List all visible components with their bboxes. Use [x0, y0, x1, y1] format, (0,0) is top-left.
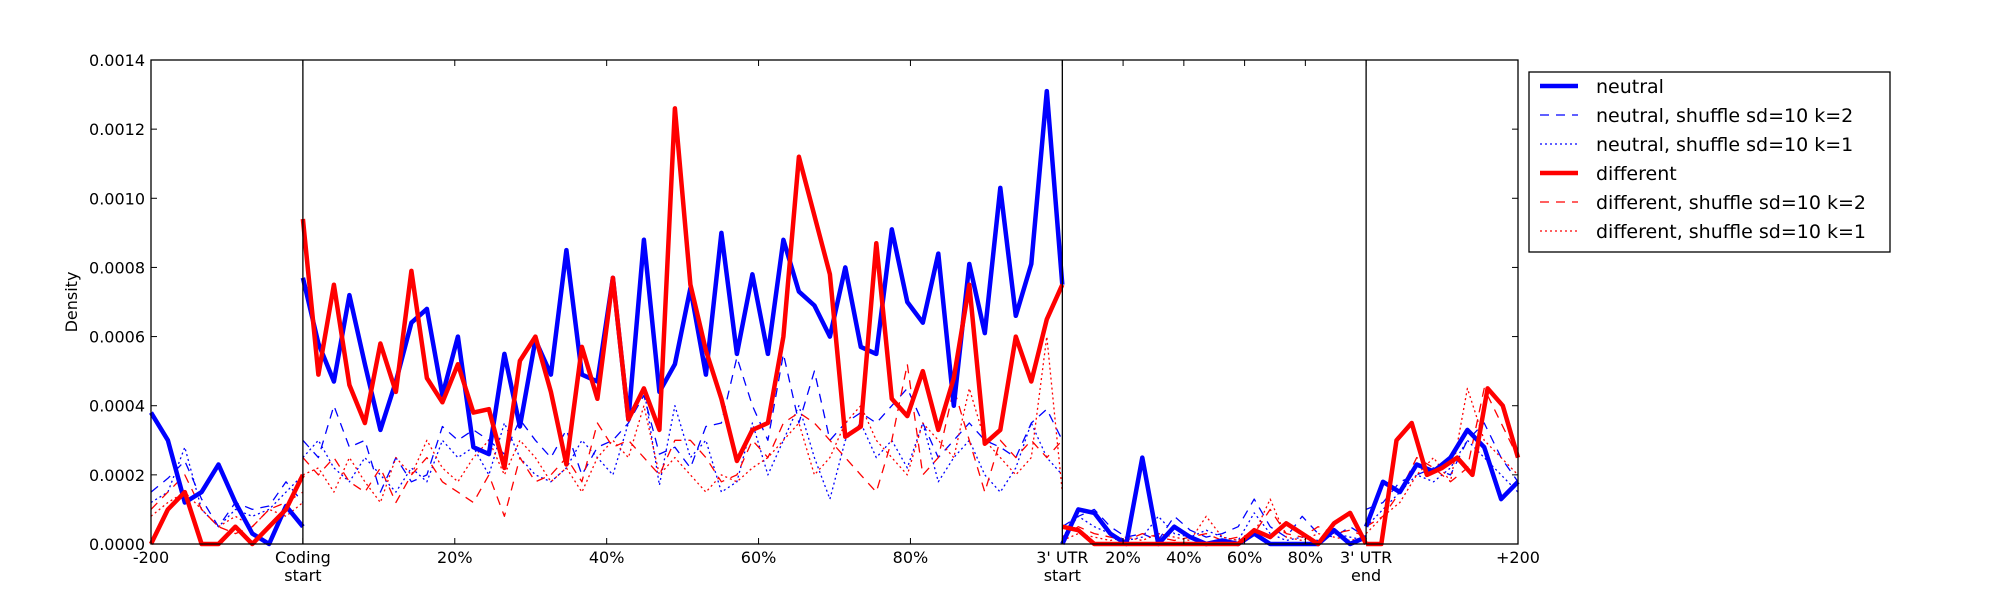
legend-label: neutral — [1596, 76, 1664, 98]
legend-label: different, shuffle sd=10 k=2 — [1596, 192, 1866, 214]
series-line — [302, 387, 1063, 500]
x-tick-label: 60% — [1227, 548, 1263, 567]
y-tick-label: 0.0002 — [89, 466, 145, 485]
series-different-shuffle-sd-10-k-2 — [150, 363, 1519, 542]
y-tick-label: 0.0000 — [89, 535, 145, 554]
series-line — [1366, 386, 1521, 547]
legend-label: different — [1596, 163, 1677, 185]
series-line — [149, 411, 305, 547]
y-tick-label: 0.0010 — [89, 189, 145, 208]
plot-frame — [150, 59, 1519, 545]
x-tick-label: 3' UTR — [1340, 548, 1392, 567]
series-line — [1061, 498, 1367, 542]
legend-label: neutral, shuffle sd=10 k=2 — [1596, 105, 1853, 127]
y-axis-label: Density — [62, 272, 81, 333]
series-different-shuffle-sd-10-k-1 — [150, 335, 1519, 542]
x-tick-label: 40% — [1166, 548, 1202, 567]
series-line — [148, 473, 305, 547]
region-boundaries — [302, 60, 1367, 544]
x-tick-label: -200 — [133, 548, 169, 567]
x-tick-label: 80% — [1288, 548, 1324, 567]
series-line — [1365, 387, 1519, 528]
x-tick-label: 40% — [589, 548, 625, 567]
x-tick-label: 20% — [437, 548, 473, 567]
series-line — [1365, 387, 1519, 535]
x-tick-label: 3' UTR — [1036, 548, 1088, 567]
y-tick-label: 0.0014 — [89, 51, 145, 70]
series-neutral-shuffle-sd-10-k-1 — [150, 387, 1519, 542]
series-line — [302, 353, 1063, 493]
legend-box — [1528, 71, 1891, 253]
y-tick-label: 0.0006 — [89, 328, 145, 347]
x-tick-label: 80% — [893, 548, 929, 567]
x-tick-label: end — [1351, 566, 1381, 585]
x-tick-label: Coding — [275, 548, 331, 567]
y-tick-label: 0.0004 — [89, 397, 145, 416]
series-line — [302, 363, 1063, 517]
series-line — [1062, 498, 1367, 542]
x-tick-label: start — [284, 566, 321, 585]
y-tick-label: 0.0008 — [89, 258, 145, 277]
series-line — [150, 474, 304, 535]
x-tick-label: 60% — [741, 548, 777, 567]
series-neutral-shuffle-sd-10-k-2 — [150, 353, 1519, 542]
y-tick-label: 0.0012 — [89, 120, 145, 139]
series-line — [1060, 455, 1367, 547]
series-line — [150, 491, 304, 528]
series-line — [1061, 508, 1367, 542]
y-axis: 0.0000 0.0002 0.0004 0.0006 0.0008 0.0010 0.00… — [89, 51, 1518, 554]
x-tick-label: +200 — [1496, 548, 1540, 567]
legend-label: neutral, shuffle sd=10 k=1 — [1596, 134, 1853, 156]
x-tick-label: 20% — [1105, 548, 1141, 567]
series-line — [300, 88, 1065, 457]
legend-label: different, shuffle sd=10 k=1 — [1596, 221, 1866, 243]
series-layer — [148, 88, 1521, 547]
legend: neutral neutral, shuffle sd=10 k=2 neutral… — [1528, 71, 1891, 253]
x-tick-label: start — [1044, 566, 1081, 585]
series-line — [1365, 422, 1519, 511]
series-line — [300, 106, 1065, 471]
